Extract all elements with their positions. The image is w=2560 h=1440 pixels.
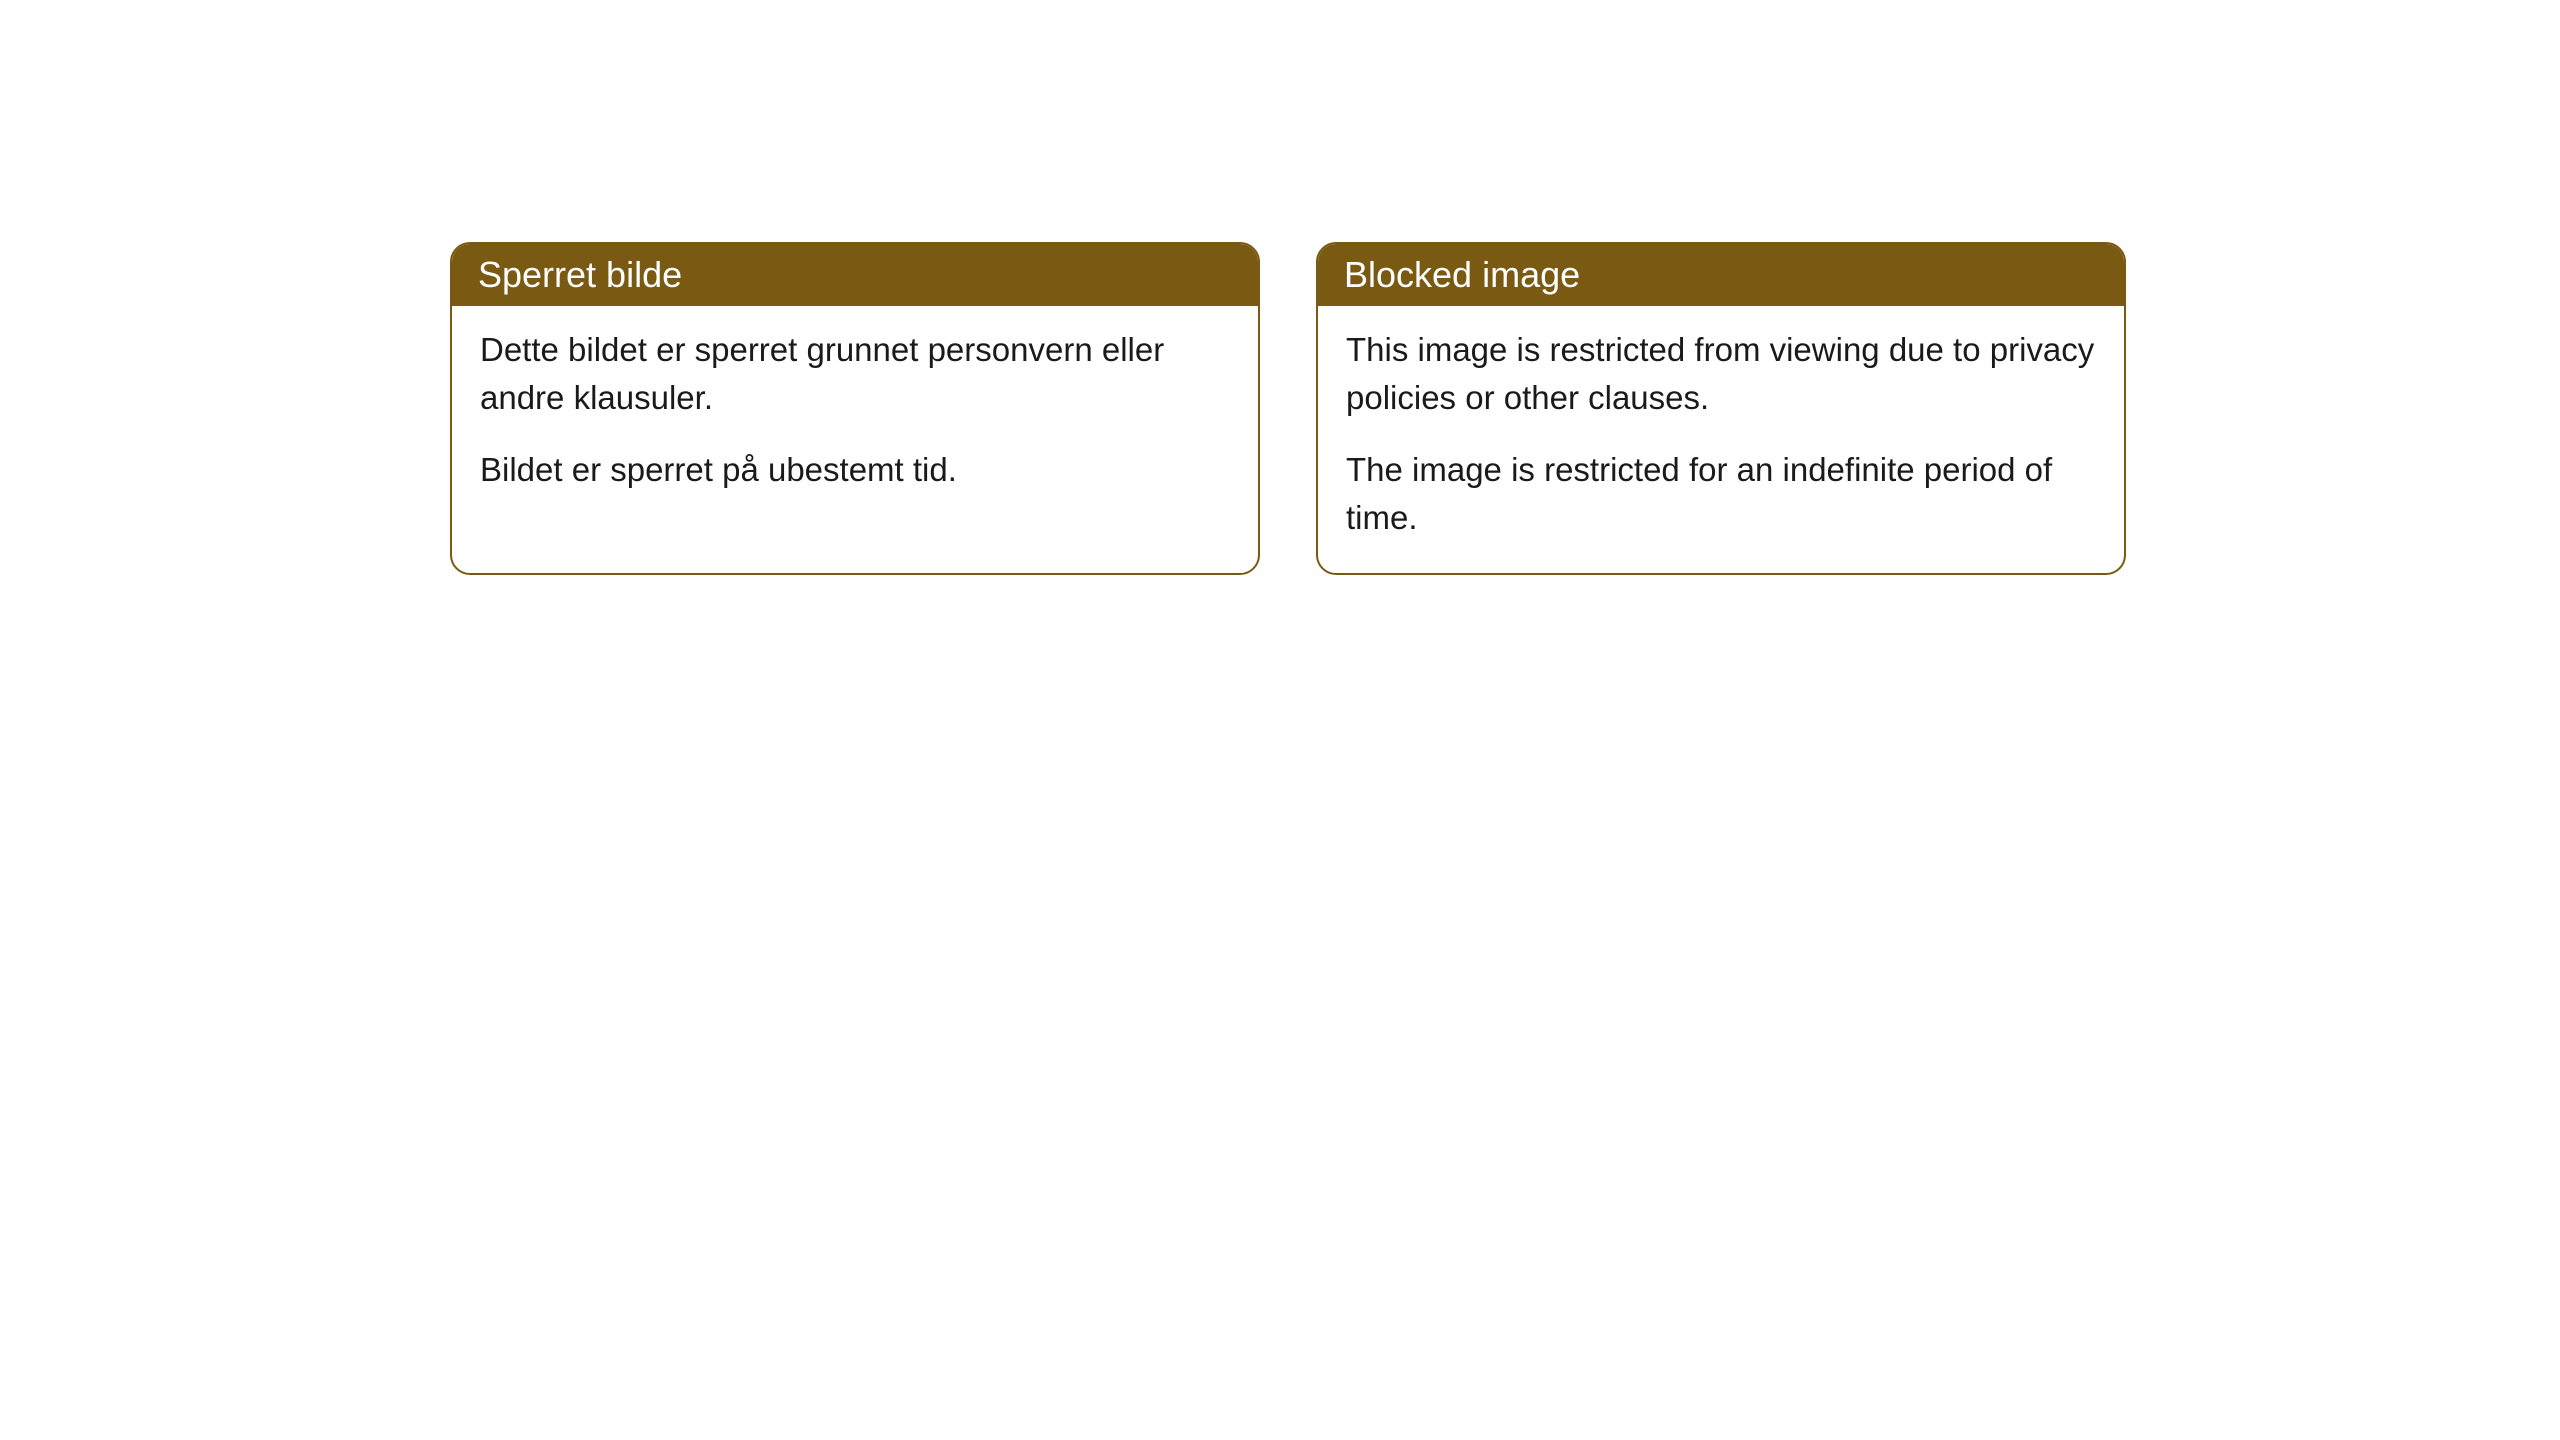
notice-card-norwegian: Sperret bilde Dette bildet er sperret gr… [450, 242, 1260, 575]
card-paragraph: Bildet er sperret på ubestemt tid. [480, 446, 1230, 494]
card-header: Sperret bilde [452, 244, 1258, 306]
card-header: Blocked image [1318, 244, 2124, 306]
card-paragraph: Dette bildet er sperret grunnet personve… [480, 326, 1230, 422]
notice-container: Sperret bilde Dette bildet er sperret gr… [450, 242, 2126, 575]
card-body: Dette bildet er sperret grunnet personve… [452, 306, 1258, 526]
card-body: This image is restricted from viewing du… [1318, 306, 2124, 573]
card-paragraph: This image is restricted from viewing du… [1346, 326, 2096, 422]
card-paragraph: The image is restricted for an indefinit… [1346, 446, 2096, 542]
notice-card-english: Blocked image This image is restricted f… [1316, 242, 2126, 575]
